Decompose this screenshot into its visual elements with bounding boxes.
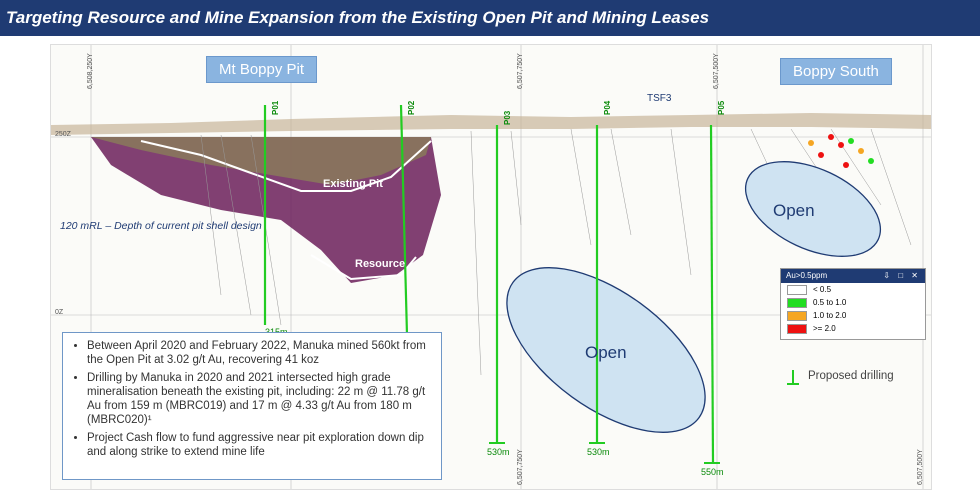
- easting-label: 6,507,500Y: [713, 53, 720, 89]
- legend-row-label: 0.5 to 1.0: [813, 298, 847, 307]
- legend-title: Au>0.5ppm: [786, 271, 828, 280]
- legend-swatch: [787, 311, 807, 321]
- summary-bullet: Drilling by Manuka in 2020 and 2021 inte…: [87, 371, 431, 427]
- hole-label-p04: P04: [603, 100, 612, 115]
- summary-bullet: Project Cash flow to fund aggressive nea…: [87, 431, 431, 459]
- legend-row-label: 1.0 to 2.0: [813, 311, 847, 320]
- rl-250-label: 250Z: [55, 131, 71, 138]
- legend-row-label: >= 2.0: [813, 324, 836, 333]
- hole-length-p04: 530m: [587, 447, 610, 457]
- existing-pit-label: Existing Pit: [323, 178, 383, 190]
- proposed-drilling-icon: [787, 370, 799, 385]
- resource-label: Resource: [355, 258, 406, 270]
- hole-length-p05: 550m: [701, 467, 724, 477]
- proposed-drilling-label: Proposed drilling: [808, 370, 894, 382]
- easting-label: 6,507,500Y: [917, 449, 924, 485]
- easting-label: 6,508,250Y: [87, 53, 94, 89]
- legend-row: >= 2.0: [781, 322, 925, 335]
- summary-textbox: Between April 2020 and February 2022, Ma…: [62, 332, 442, 480]
- open-target-label: Open: [773, 201, 815, 220]
- legend-window-buttons[interactable]: ⇩ □ ✕: [883, 271, 921, 280]
- hole-label-p02: P02: [407, 100, 416, 115]
- rl-0-label: 0Z: [55, 309, 64, 316]
- hole-label-p03: P03: [503, 110, 512, 125]
- legend-row: < 0.5: [781, 283, 925, 296]
- mt-boppy-pit-callout: Mt Boppy Pit: [206, 56, 318, 83]
- open-target-label: Open: [585, 343, 627, 362]
- legend-row: 1.0 to 2.0: [781, 309, 925, 322]
- easting-label: 6,507,750Y: [517, 53, 524, 89]
- legend-swatch: [787, 324, 807, 334]
- slide-title: Targeting Resource and Mine Expansion fr…: [0, 0, 980, 36]
- pit-depth-note: 120 mRL – Depth of current pit shell des…: [60, 220, 262, 232]
- legend-row: 0.5 to 1.0: [781, 296, 925, 309]
- legend-header: Au>0.5ppm ⇩ □ ✕: [781, 269, 925, 283]
- boppy-south-callout: Boppy South: [780, 58, 892, 85]
- hole-label-p01: P01: [271, 100, 280, 115]
- hole-length-p03: 530m: [487, 447, 510, 457]
- grade-legend-panel[interactable]: Au>0.5ppm ⇩ □ ✕ < 0.5 0.5 to 1.0 1.0 to …: [780, 268, 926, 340]
- tsf3-label: TSF3: [647, 93, 672, 104]
- legend-swatch: [787, 285, 807, 295]
- summary-bullet: Between April 2020 and February 2022, Ma…: [87, 339, 431, 367]
- legend-row-label: < 0.5: [813, 285, 832, 294]
- easting-label: 6,507,750Y: [517, 449, 524, 485]
- hole-label-p05: P05: [717, 100, 726, 115]
- legend-swatch: [787, 298, 807, 308]
